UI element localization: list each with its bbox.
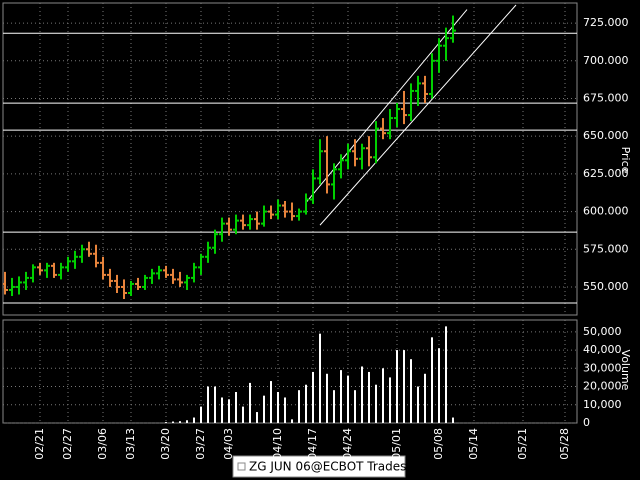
x-tick-label: 03/06 — [96, 428, 109, 460]
volume-bar — [375, 384, 377, 423]
x-tick-label: 03/27 — [194, 428, 207, 460]
volume-bar — [263, 395, 265, 423]
x-tick-label: 04/03 — [222, 428, 235, 460]
volume-bar — [382, 368, 384, 423]
volume-bar — [445, 326, 447, 423]
legend-label: ZG JUN 06@ECBOT Trades — [249, 460, 406, 474]
y2-tick-label: 0 — [583, 416, 590, 429]
volume-bar — [172, 421, 174, 423]
x-tick-label: 05/08 — [432, 428, 445, 460]
y-tick-label: 625.000 — [583, 167, 629, 180]
x-tick-label: 05/14 — [467, 428, 480, 460]
volume-bar — [277, 392, 279, 423]
volume-bar — [354, 390, 356, 423]
y-tick-label: 650.000 — [583, 129, 629, 142]
volume-bar — [193, 417, 195, 423]
volume-bar — [186, 420, 188, 423]
volume-bar — [431, 337, 433, 423]
legend-swatch — [237, 462, 246, 471]
y2-tick-label: 50,000 — [583, 325, 622, 338]
volume-bar — [291, 419, 293, 423]
x-tick-label: 03/13 — [124, 428, 137, 460]
volume-bar — [179, 421, 181, 423]
volume-bar — [312, 371, 314, 423]
volume-bar — [200, 406, 202, 423]
y2-tick-label: 20,000 — [583, 380, 622, 393]
volume-bar — [165, 422, 167, 423]
volume-bar — [256, 412, 258, 423]
volume-bar — [410, 359, 412, 423]
volume-bar — [298, 390, 300, 423]
volume-bar — [368, 371, 370, 423]
x-tick-label: 05/01 — [390, 428, 403, 460]
volume-bar — [403, 350, 405, 423]
volume-bar — [326, 373, 328, 423]
x-tick-label: 05/28 — [558, 428, 571, 460]
volume-bar — [305, 384, 307, 423]
volume-bar — [396, 350, 398, 423]
y-tick-label: 575.000 — [583, 242, 629, 255]
volume-bar — [340, 370, 342, 423]
y-axis-title: Price — [619, 147, 632, 174]
volume-bar — [389, 377, 391, 423]
price-plot — [3, 4, 577, 304]
volume-bar — [424, 373, 426, 423]
legend: ZG JUN 06@ECBOT Trades — [232, 455, 406, 478]
x-tick-label: 02/21 — [33, 428, 46, 460]
volume-bar — [249, 382, 251, 423]
x-tick-label: 05/21 — [516, 428, 529, 460]
y2-tick-label: 30,000 — [583, 361, 622, 374]
volume-bar — [270, 381, 272, 423]
volume-bar — [221, 397, 223, 423]
y-tick-label: 550.000 — [583, 280, 629, 293]
volume-bar — [214, 386, 216, 423]
y-tick-label: 725.000 — [583, 16, 629, 29]
volume-bar — [333, 390, 335, 423]
y-tick-label: 700.000 — [583, 54, 629, 67]
trend-line — [305, 9, 468, 203]
x-tick-label: 02/27 — [61, 428, 74, 460]
volume-bar — [438, 348, 440, 423]
x-tick-label: 04/24 — [341, 428, 354, 460]
volume-panel — [2, 319, 578, 424]
volume-bar — [319, 333, 321, 423]
volume-bar — [235, 392, 237, 423]
legend-box — [232, 455, 406, 478]
x-tick-label: 03/20 — [159, 428, 172, 460]
volume-bar — [417, 386, 419, 423]
volume-bar — [228, 399, 230, 423]
trend-line — [319, 4, 517, 226]
y-tick-label: 600.000 — [583, 205, 629, 218]
volume-bar — [361, 366, 363, 423]
x-tick-label: 04/10 — [271, 428, 284, 460]
y2-tick-label: 40,000 — [583, 343, 622, 356]
y2-axis-title: Volume — [619, 350, 632, 391]
volume-bar — [347, 375, 349, 423]
volume-bar — [207, 386, 209, 423]
volume-bar — [242, 406, 244, 423]
y2-tick-label: 10,000 — [583, 398, 622, 411]
x-tick-label: 04/17 — [306, 428, 319, 460]
y-tick-label: 675.000 — [583, 91, 629, 104]
volume-bar — [452, 417, 454, 423]
price-panel — [2, 2, 578, 316]
volume-bar — [284, 397, 286, 423]
